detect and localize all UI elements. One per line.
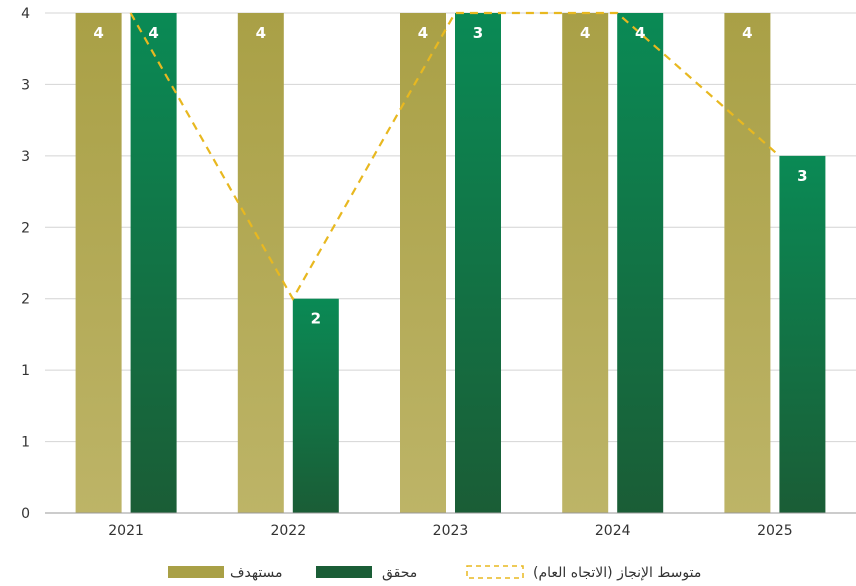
y-tick-label: 2 [21, 292, 30, 308]
bar-target [724, 13, 771, 513]
legend-swatch-trend [466, 565, 524, 579]
bar-target [400, 13, 446, 513]
y-tick-label: 3 [21, 149, 30, 165]
data-labels: 4 4 4 2 4 3 4 4 4 3 [93, 24, 807, 328]
bar-achieved [130, 13, 177, 513]
legend-label-target: مستهدف [230, 565, 283, 581]
axes: 0 1 1 2 2 3 3 4 2021 2022 2023 2024 2025 [21, 6, 856, 539]
data-label-achieved: 3 [797, 167, 807, 185]
y-tick-label: 0 [21, 506, 30, 522]
bar-target [75, 13, 122, 513]
x-tick-label: 2024 [595, 523, 631, 539]
legend-swatch-target [168, 566, 224, 578]
bar-target [237, 13, 284, 513]
data-label-achieved: 2 [311, 310, 321, 328]
legend-label-achieved: محقق [382, 565, 417, 581]
data-label-target: 4 [93, 24, 103, 42]
x-tick-label: 2022 [270, 523, 306, 539]
bars [75, 13, 826, 513]
data-label-target: 4 [742, 24, 752, 42]
data-label-target: 4 [256, 24, 266, 42]
y-tick-label: 2 [21, 220, 30, 236]
legend-label-trend: متوسط الإنجاز (الاتجاه العام) [533, 565, 701, 581]
legend-swatch-achieved [316, 566, 372, 578]
data-label-achieved: 3 [473, 24, 483, 42]
x-tick-label: 2023 [433, 523, 469, 539]
x-tick-label: 2021 [108, 523, 144, 539]
y-tick-label: 1 [21, 435, 30, 451]
data-label-target: 4 [418, 24, 428, 42]
bar-achieved [292, 298, 339, 513]
bar-achieved [455, 13, 501, 513]
y-tick-label: 4 [21, 6, 30, 22]
bar-achieved [779, 155, 826, 513]
bar-achieved [617, 13, 664, 513]
data-label-target: 4 [580, 24, 590, 42]
legend: مستهدف محقق متوسط الإنجاز (الاتجاه العام) [168, 565, 701, 581]
x-tick-label: 2025 [757, 523, 793, 539]
data-label-achieved: 4 [635, 24, 645, 42]
data-label-achieved: 4 [148, 24, 158, 42]
y-tick-label: 1 [21, 363, 30, 379]
y-tick-label: 3 [21, 77, 30, 93]
gridlines [45, 12, 856, 443]
bar-target [562, 13, 609, 513]
